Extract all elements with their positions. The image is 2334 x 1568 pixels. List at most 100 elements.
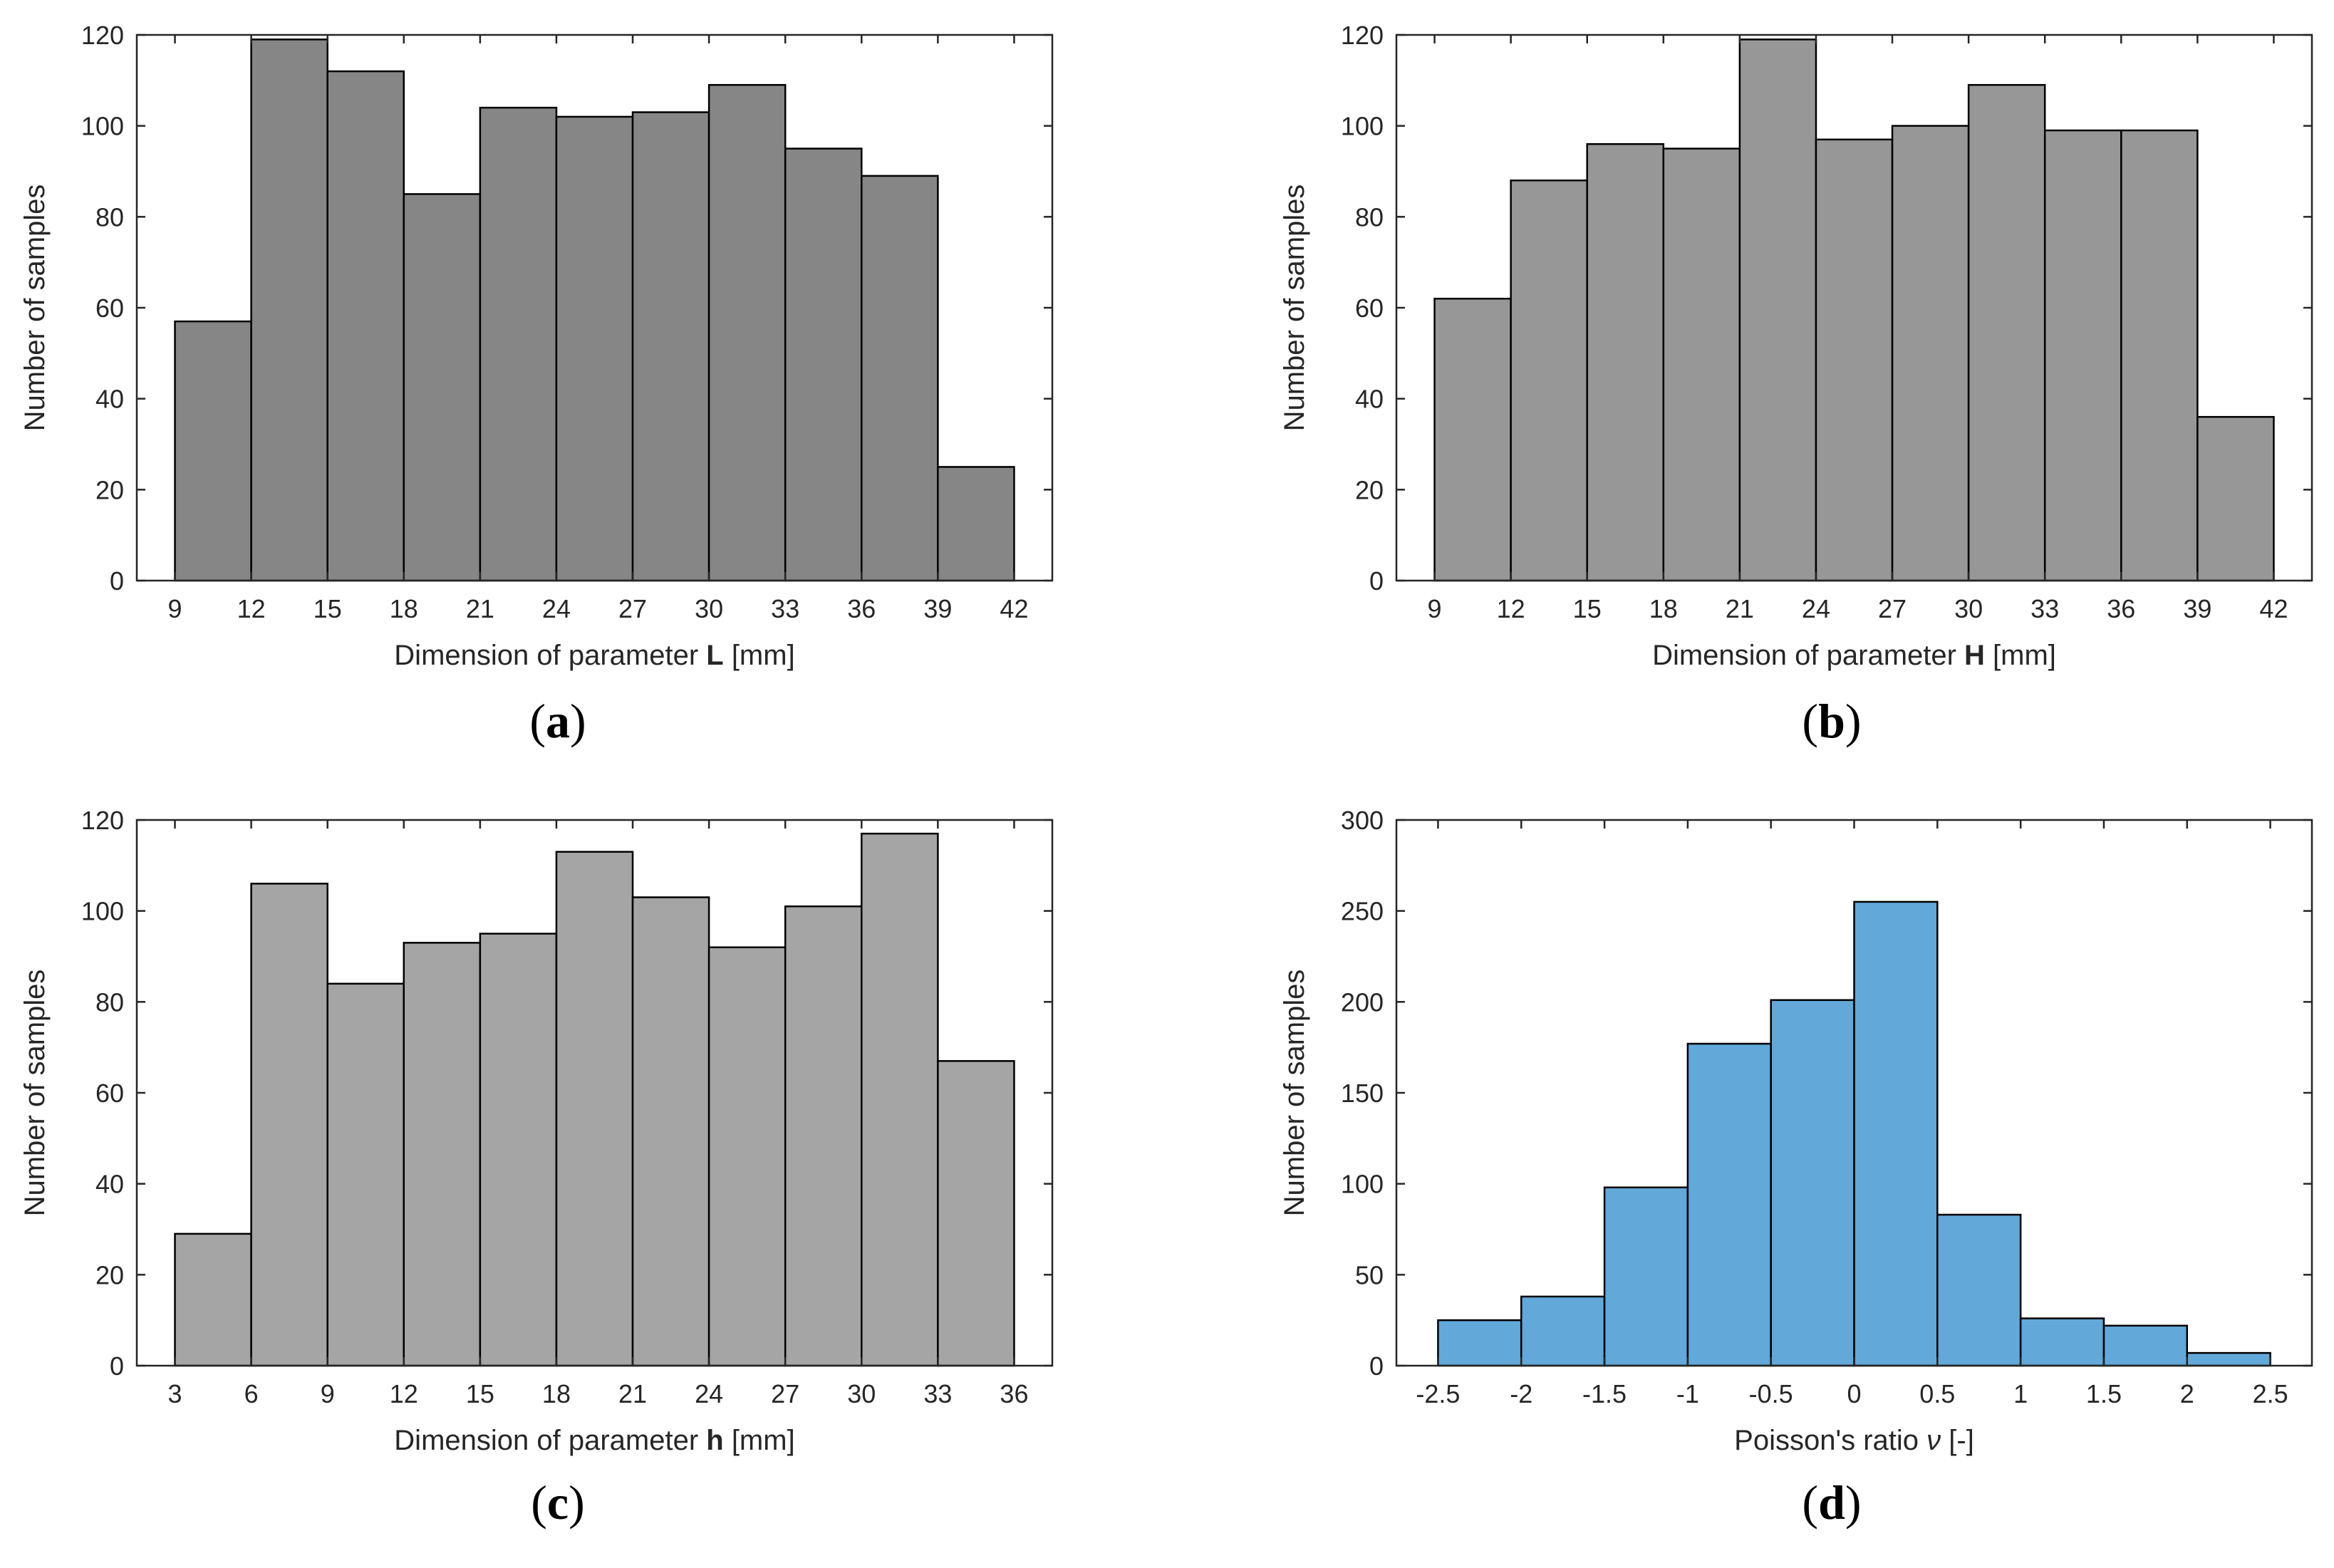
x-tick-label: 24 <box>542 594 571 623</box>
y-tick-label: 20 <box>1355 475 1384 504</box>
histogram-bar <box>937 466 1015 582</box>
histogram-bar <box>479 933 558 1367</box>
x-tick-label: 42 <box>2259 594 2288 623</box>
y-tick-label: 60 <box>95 294 124 323</box>
histogram-bar <box>2196 415 2275 582</box>
y-tick-label: 120 <box>81 21 124 50</box>
y-tick-label: 100 <box>81 897 124 926</box>
x-tick-label: -1 <box>1676 1379 1699 1408</box>
histogram-bar <box>250 38 328 582</box>
y-tick-label: 60 <box>1355 294 1384 323</box>
x-tick-label: 36 <box>847 594 876 623</box>
histogram-bar <box>1603 1186 1689 1367</box>
y-tick-label: 250 <box>1341 897 1384 926</box>
y-tick-label: 0 <box>110 566 124 596</box>
histogram-bar <box>326 70 405 582</box>
x-axis-label-text: Dimension of parameter <box>394 1425 706 1456</box>
x-tick-label: 24 <box>695 1379 723 1408</box>
x-tick-label: 27 <box>771 1379 799 1408</box>
x-tick-label: -2.5 <box>1416 1379 1460 1408</box>
histogram-bar <box>707 83 787 582</box>
histogram-bar <box>2102 1324 2189 1367</box>
histogram-bar <box>1437 1319 1523 1367</box>
y-tick-label: 40 <box>1355 385 1384 414</box>
x-tick-label: 24 <box>1802 594 1830 623</box>
x-tick-label: 15 <box>1573 594 1602 623</box>
x-axis-label: Dimension of parameter H [mm] <box>1652 640 2056 671</box>
x-axis-label-symbol: ν <box>1926 1425 1941 1456</box>
y-tick-label: 150 <box>1341 1079 1384 1108</box>
x-tick-label: 30 <box>1954 594 1983 623</box>
x-tick-label: -0.5 <box>1749 1379 1793 1408</box>
histogram-bar <box>174 1232 252 1367</box>
y-tick-label: 300 <box>1341 806 1384 835</box>
y-tick-label: 20 <box>95 1260 124 1289</box>
y-tick-label: 60 <box>95 1079 124 1108</box>
x-tick-label: 27 <box>618 594 647 623</box>
x-tick-label: 18 <box>390 594 418 623</box>
panel-label: (b) <box>1802 694 1861 748</box>
y-tick-label: 0 <box>110 1351 124 1381</box>
x-tick-label: 2 <box>2180 1379 2194 1408</box>
y-tick-label: 120 <box>1341 21 1384 50</box>
x-axis-label-text: Poisson's ratio <box>1734 1425 1926 1456</box>
y-tick-label: 100 <box>81 112 124 141</box>
x-tick-label: 0.5 <box>1919 1379 1955 1408</box>
y-tick-label: 80 <box>1355 202 1384 232</box>
y-tick-label: 200 <box>1341 987 1384 1017</box>
histogram-bar <box>1770 999 1855 1367</box>
x-tick-label: 18 <box>542 1379 571 1408</box>
histogram-bar <box>2120 129 2199 582</box>
y-tick-label: 80 <box>95 202 124 232</box>
histogram-bar <box>784 147 863 582</box>
y-tick-label: 100 <box>1341 112 1384 141</box>
histogram-bar <box>1815 138 1894 582</box>
x-tick-label: 36 <box>1000 1379 1028 1408</box>
histogram-bar <box>326 982 405 1367</box>
panel-label: (a) <box>529 694 586 748</box>
panel-b: 9 12 15 18 21 24 27 30 33 36 39 42 0 20 40 60 80 100 120 Di… <box>1279 21 2313 748</box>
y-axis-label: Number of samples <box>19 185 51 432</box>
x-tick-label: 12 <box>390 1379 418 1408</box>
x-tick-label: 21 <box>466 594 494 623</box>
x-tick-label: 0 <box>1847 1379 1861 1408</box>
y-tick-label: 0 <box>1369 1351 1384 1381</box>
histogram-bar <box>1936 1213 2022 1367</box>
histogram-bar <box>1967 83 2046 582</box>
histogram-bar <box>1686 1042 1772 1367</box>
x-axis-label-text: Dimension of parameter <box>1652 640 1964 671</box>
histogram-bar <box>1891 125 1970 582</box>
x-tick-label: 3 <box>168 1379 182 1408</box>
histogram-bar <box>2043 129 2122 582</box>
histogram-bar <box>861 175 939 582</box>
histogram-bar <box>1586 142 1665 582</box>
histogram-bar <box>861 832 939 1367</box>
x-axis-label-symbol: h <box>706 1425 723 1456</box>
y-tick-label: 100 <box>1341 1170 1384 1199</box>
histogram-bar <box>479 106 558 582</box>
y-tick-label: 40 <box>95 1170 124 1199</box>
x-axis-label-unit: [-] <box>1941 1425 1974 1456</box>
histogram-bar <box>555 851 634 1367</box>
histogram-bar <box>2186 1351 2271 1367</box>
y-tick-label: 120 <box>81 806 124 835</box>
x-tick-label: 39 <box>2183 594 2211 623</box>
y-tick-label: 40 <box>95 385 124 414</box>
x-tick-label: 27 <box>1878 594 1907 623</box>
x-tick-label: 2.5 <box>2253 1379 2288 1408</box>
x-axis-label: Poisson's ratio ν [-] <box>1734 1425 1974 1456</box>
x-axis-label-unit: [mm] <box>1985 640 2056 671</box>
y-axis-label: Number of samples <box>19 970 51 1217</box>
histogram-bar <box>1510 180 1588 582</box>
x-tick-label: 30 <box>695 594 723 623</box>
x-tick-label: 36 <box>2107 594 2135 623</box>
x-tick-label: 1 <box>2013 1379 2028 1408</box>
x-tick-label: 15 <box>313 594 342 623</box>
x-tick-label: 18 <box>1649 594 1678 623</box>
histogram-bar <box>403 193 482 582</box>
x-tick-label: 15 <box>466 1379 494 1408</box>
y-tick-label: 50 <box>1355 1260 1384 1289</box>
y-tick-label: 0 <box>1369 566 1384 596</box>
x-tick-label: 21 <box>618 1379 647 1408</box>
x-axis-label-unit: [mm] <box>724 640 795 671</box>
